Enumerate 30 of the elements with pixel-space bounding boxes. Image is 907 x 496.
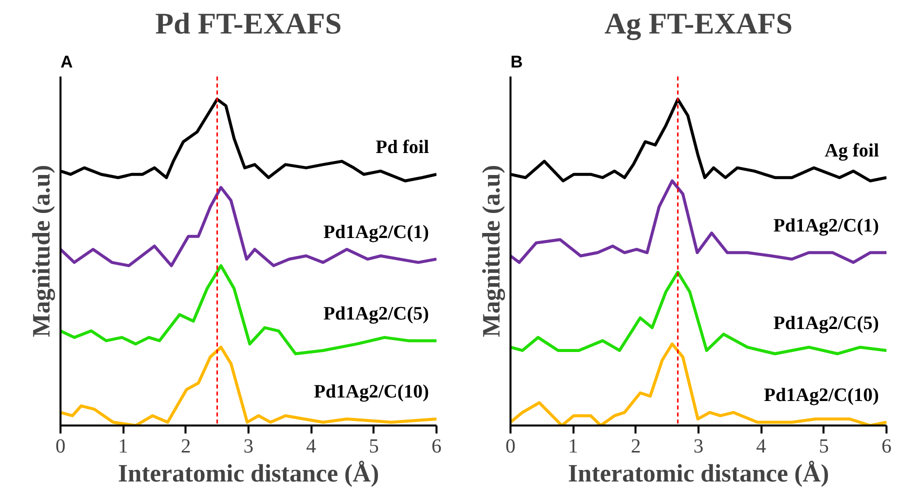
text: B [510,52,523,72]
x-tick-label: 0 [56,436,66,458]
x-axis-title: Interatomic distance (Å) [118,460,380,488]
x-tick-label: 4 [756,436,766,458]
x-tick-label: 5 [818,436,829,458]
x-tick-label: 2 [180,436,191,458]
series-label: Pd1Ag2/C(5) [773,313,879,334]
y-axis-title: Magnitude (a.u) [28,164,56,338]
series-label: Pd1Ag2/C(5) [323,303,429,324]
x-tick-label: 3 [244,436,254,458]
x-axis-title: Interatomic distance (Å) [568,460,830,488]
chart-title: Pd FT-EXAFS [155,8,342,40]
x-tick-label: 6 [882,436,892,458]
x-tick-label: 1 [568,436,578,458]
y-axis-title: Magnitude (a.u) [478,164,506,338]
x-tick-label: 1 [118,436,128,458]
series-label: Pd1Ag2/C(1) [773,215,879,236]
series-label: Ag foil [824,140,879,162]
series-label: Pd foil [376,137,429,158]
chart-title: Ag FT-EXAFS [604,8,793,40]
series-label: Pd1Ag2/C(1) [323,222,429,243]
x-tick-label: 6 [432,436,442,458]
x-tick-label: 3 [694,436,704,458]
x-tick-label: 2 [630,436,641,458]
series-label: Pd1Ag2/C(10) [764,384,879,406]
x-tick-label: 5 [368,436,379,458]
series-label: Pd1Ag2/C(10) [314,382,429,403]
x-tick-label: 4 [306,436,316,458]
x-tick-label: 0 [506,436,516,458]
text: A [60,52,73,72]
